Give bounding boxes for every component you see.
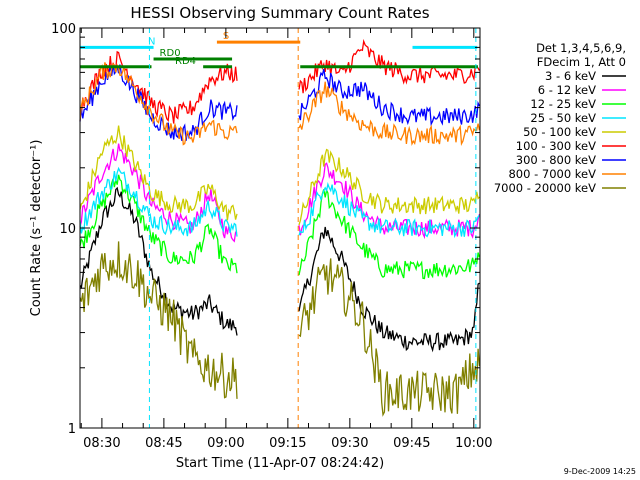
series-line-segment (298, 68, 480, 127)
series-300-800-kev (79, 63, 480, 141)
flag-label-rd0: RD0 (160, 48, 181, 59)
series-50-100-kev (79, 125, 480, 226)
x-tick-label: 10:00 (455, 436, 492, 451)
series-line-segment (298, 258, 481, 417)
chart-title: HESSI Observing Summary Count Rates (130, 4, 429, 22)
legend: Det 1,3,4,5,6,9, FDecim 1, Att 0 3 - 6 k… (494, 41, 626, 195)
flag-bars: NRD0RD4S (80, 31, 478, 69)
x-tick-label: 09:00 (207, 436, 244, 451)
legend-entry-label: 12 - 25 keV (530, 97, 596, 111)
y-tick-label: 100 (51, 22, 76, 37)
y-axis-label: Count Rate (s⁻¹ detector⁻¹) (29, 140, 44, 317)
legend-entry-label: 3 - 6 keV (545, 69, 596, 83)
x-tick-label: 09:30 (331, 436, 368, 451)
series-12-25-kev (79, 174, 481, 280)
legend-entry-label: 800 - 7000 keV (508, 167, 596, 181)
series-line-segment (298, 148, 480, 226)
x-axis: 08:30 08:45 09:00 09:15 09:30 09:45 10:00 (80, 28, 493, 451)
x-axis-label: Start Time (11-Apr-07 08:24:42) (176, 456, 384, 471)
x-tick-label: 08:45 (145, 436, 182, 451)
series-3-6-kev (79, 186, 480, 353)
series-25-50-kev (79, 166, 480, 239)
series-line-segment (79, 174, 238, 274)
series-line-segment (79, 50, 238, 124)
series-line-segment (298, 81, 481, 146)
x-tick-label: 08:30 (83, 436, 120, 451)
y-axis: 1 10 100 (51, 22, 480, 437)
legend-entry-label: 50 - 100 keV (523, 125, 596, 139)
series-line-segment (298, 188, 481, 280)
flag-label-rd4: RD4 (175, 56, 196, 67)
plot-frame (79, 27, 481, 429)
series-100-300-kev (79, 38, 480, 124)
series-line-segment (298, 182, 480, 239)
date-stamp: 9-Dec-2009 14:25 (564, 467, 636, 476)
legend-header-line-1: Det 1,3,4,5,6,9, (536, 41, 626, 55)
series-layer (79, 38, 481, 417)
x-tick-label: 09:15 (269, 436, 306, 451)
legend-entry-label: 100 - 300 keV (516, 139, 596, 153)
legend-entry-label: 6 - 12 keV (538, 83, 596, 97)
series-7000-20000-kev (79, 241, 481, 417)
series-line-segment (79, 166, 238, 237)
series-line-segment (79, 186, 238, 336)
series-line-segment (79, 125, 238, 221)
y-tick-label: 10 (59, 222, 76, 237)
plot-content: NRD0RD4S (79, 28, 481, 428)
flag-label-n: N (148, 36, 155, 47)
legend-entry-label: 25 - 50 keV (530, 111, 596, 125)
legend-entry-label: 7000 - 20000 keV (494, 181, 596, 195)
series-line-segment (298, 226, 480, 353)
legend-entry-label: 300 - 800 keV (516, 153, 596, 167)
legend-header-line-2: FDecim 1, Att 0 (537, 55, 626, 69)
y-tick-label: 1 (68, 422, 76, 437)
series-line-segment (79, 241, 238, 399)
x-tick-label: 09:45 (393, 436, 430, 451)
series-line-segment (298, 162, 481, 240)
